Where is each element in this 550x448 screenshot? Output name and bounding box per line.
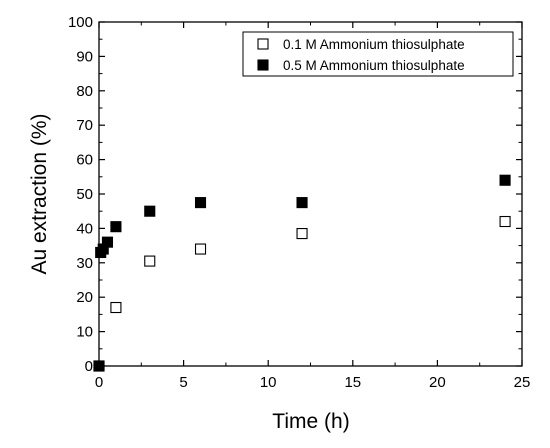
legend-marker-series-2 <box>257 59 269 71</box>
y-tick-label: 30 <box>76 255 93 272</box>
y-tick-label: 90 <box>76 48 93 65</box>
y-tick-label: 40 <box>76 220 93 237</box>
x-tick-label: 0 <box>95 374 103 391</box>
data-point-series-2 <box>144 205 156 217</box>
data-point-series-1 <box>110 301 122 314</box>
data-point-series-2 <box>194 197 207 209</box>
y-tick-label: 20 <box>76 289 93 306</box>
y-tick-label: 50 <box>76 186 93 203</box>
x-tick-label: 10 <box>260 374 277 391</box>
y-tick-label: 100 <box>68 14 93 31</box>
legend-label-series-2: 0.5 M Ammonium thiosulphate <box>283 58 465 73</box>
data-point-series-2 <box>110 221 122 233</box>
y-tick-label: 80 <box>76 83 93 100</box>
x-tick-label: 25 <box>514 374 531 391</box>
y-tick-label: 60 <box>76 152 93 169</box>
data-point-series-2 <box>101 236 114 248</box>
data-point-series-2 <box>499 174 511 186</box>
x-axis-title: Time (h) <box>272 410 349 433</box>
x-tick-label: 20 <box>429 374 446 391</box>
data-point-series-1 <box>194 243 207 255</box>
y-tick-label: 70 <box>76 117 93 134</box>
legend-box <box>242 31 514 77</box>
y-tick-label: 10 <box>76 324 93 341</box>
data-point-series-2 <box>93 360 105 372</box>
data-point-series-1 <box>144 255 156 267</box>
y-axis-title: Au extraction (%) <box>28 113 51 274</box>
legend: 0.1 M Ammonium thiosulphate 0.5 M Ammoniu… <box>242 31 514 77</box>
legend-marker-series-1 <box>257 38 269 50</box>
x-tick-label: 15 <box>344 374 361 391</box>
legend-label-series-1: 0.1 M Ammonium thiosulphate <box>283 37 465 52</box>
data-point-series-1 <box>499 215 511 228</box>
y-tick-label: 0 <box>85 358 93 375</box>
data-point-series-2 <box>296 197 308 209</box>
x-tick-label: 5 <box>179 374 187 391</box>
data-point-series-1 <box>296 228 308 240</box>
